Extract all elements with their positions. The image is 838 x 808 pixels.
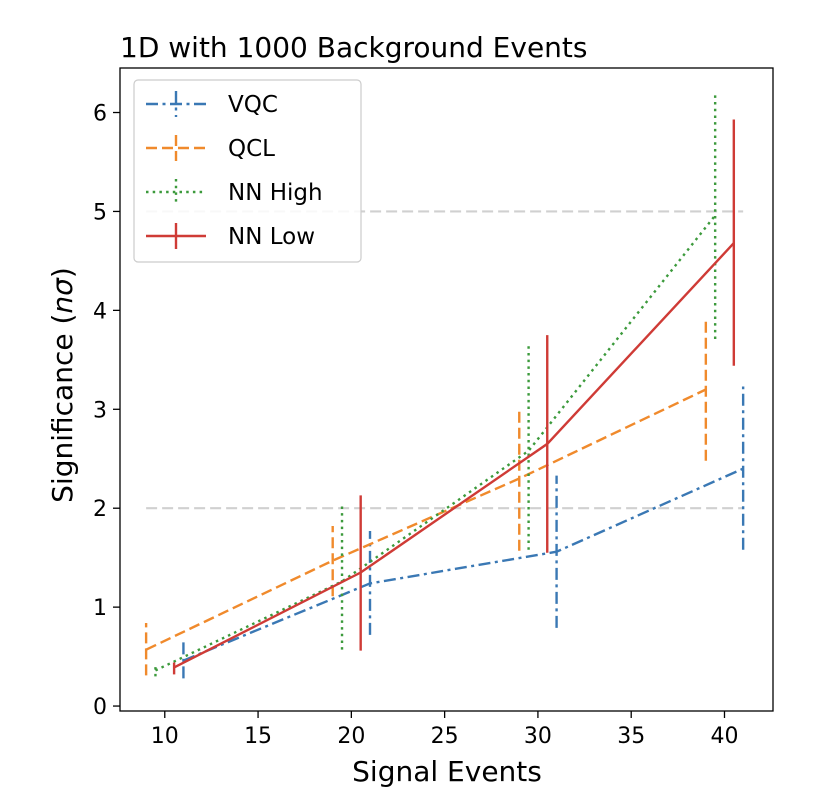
x-tick-label: 40: [710, 724, 738, 749]
legend-item: NN High: [146, 179, 323, 206]
series-nn-high: [154, 91, 717, 677]
series-vqc: [182, 386, 745, 679]
x-tick-label: 20: [337, 724, 365, 749]
x-tick-label: 25: [431, 724, 459, 749]
series-line: [182, 467, 744, 662]
x-tick-label: 35: [617, 724, 645, 749]
y-axis-ticks: 0 1 2 3 4 5 6: [93, 102, 120, 720]
legend-label: VQC: [228, 92, 278, 118]
series-line: [154, 214, 717, 672]
y-tick-label: 0: [93, 695, 107, 720]
x-axis-label: Signal Events: [352, 755, 542, 788]
y-axis-label-symbol: nσ: [46, 277, 79, 314]
series-layer: [144, 91, 745, 679]
y-tick-label: 3: [93, 398, 107, 423]
series-line: [173, 242, 735, 669]
legend-label: NN High: [228, 180, 323, 206]
chart-title: 1D with 1000 Background Events: [120, 31, 587, 64]
series-line: [145, 388, 707, 651]
y-tick-label: 5: [93, 200, 107, 225]
y-tick-label: 6: [93, 102, 107, 127]
y-axis-label-end: ): [46, 267, 79, 278]
plot-frame: [119, 67, 774, 712]
x-tick-label: 15: [244, 724, 272, 749]
legend-item: VQC: [146, 91, 278, 118]
legend-item: QCL: [146, 135, 275, 162]
legend: VQC QCL NN High NN Low: [133, 79, 362, 263]
y-tick-label: 2: [93, 497, 107, 522]
y-tick-label: 1: [93, 596, 107, 621]
legend-label: NN Low: [228, 224, 315, 250]
x-tick-label: 30: [524, 724, 552, 749]
x-tick-label: 10: [151, 724, 179, 749]
x-axis-ticks: 10 15 20 25 30 35 40: [151, 711, 738, 749]
y-axis-label: Significance (nσ): [46, 267, 79, 503]
y-tick-label: 4: [93, 299, 107, 324]
legend-item: NN Low: [146, 223, 315, 250]
y-axis-label-main: Significance (: [46, 314, 79, 503]
legend-label: QCL: [228, 136, 275, 162]
legend-box: [133, 79, 362, 263]
series-nn-low: [172, 119, 736, 675]
series-qcl: [144, 321, 708, 676]
